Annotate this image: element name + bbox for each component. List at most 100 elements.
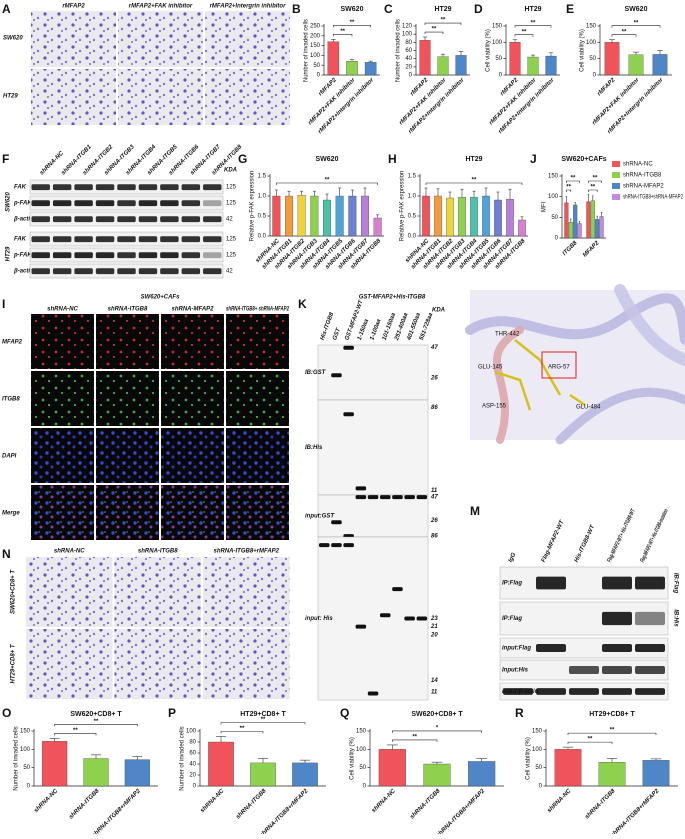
row-label: MFAP2 <box>2 340 23 346</box>
bar <box>208 741 234 787</box>
y-tick-label: 100 <box>186 729 197 735</box>
panel-title: SW620+CAFs <box>141 295 181 301</box>
bar <box>310 195 319 237</box>
blot-band <box>331 543 342 548</box>
bar <box>568 222 573 239</box>
column-label: rMFAP2 <box>62 4 85 10</box>
blot-band <box>367 495 379 500</box>
y-tick-label: 80 <box>405 40 412 46</box>
bar <box>272 195 281 237</box>
panel-label: O <box>2 706 11 720</box>
row-label: HT29+CD8+ T <box>11 643 17 683</box>
row-label: FAK <box>14 185 27 191</box>
blot-band <box>404 616 415 621</box>
bar <box>348 195 357 237</box>
fluorescence-image <box>96 485 159 540</box>
y-tick-label: 0.5 <box>258 214 267 220</box>
bar <box>599 216 604 239</box>
size-marker: 125 <box>226 185 237 191</box>
x-tick-label: shRNA-ITGB8+rMFAP2 <box>610 788 661 834</box>
significance-bracket <box>425 182 523 185</box>
blot-background <box>317 399 429 496</box>
unit-label: KDA <box>432 308 445 314</box>
row-label: SW620+CD8+ T <box>11 569 17 614</box>
y-tick-label: 100 <box>586 40 597 46</box>
bar <box>250 762 276 787</box>
y-tick-label: 1.0 <box>408 194 417 200</box>
blot-band <box>95 184 115 191</box>
size-marker: 11 <box>431 488 438 494</box>
chart-title: SW620 <box>316 156 339 163</box>
blot-band <box>602 666 632 674</box>
row-label: HT29 <box>3 94 18 100</box>
bar <box>554 749 582 787</box>
blot-band <box>52 216 72 223</box>
blot-band <box>138 236 158 243</box>
row-label: DAPI <box>2 454 17 460</box>
blot-band <box>31 216 50 223</box>
blot-band <box>635 644 665 652</box>
y-tick-label: 150 <box>586 24 597 30</box>
size-marker: 23 <box>430 616 438 622</box>
bar <box>595 219 600 239</box>
y-tick-label: 1.5 <box>408 174 417 180</box>
bar <box>419 40 431 76</box>
significance-bracket <box>611 25 661 28</box>
microscopy-image <box>31 11 116 67</box>
significance-label: ** <box>593 176 598 182</box>
column-label: GST <box>332 326 342 341</box>
residue-label: GLU-145 <box>478 365 503 371</box>
bar <box>573 204 578 239</box>
y-tick-label: 150 <box>532 729 543 735</box>
significance-label: ** <box>588 737 593 743</box>
size-marker: 125 <box>226 237 237 243</box>
panel-label: K <box>298 297 307 311</box>
y-tick-label: 40 <box>189 762 196 768</box>
panel-label: R <box>515 706 524 720</box>
bar <box>468 761 496 787</box>
panel-label: P <box>168 706 176 720</box>
column-label: 1-150aa <box>357 318 370 341</box>
blot-band <box>635 666 665 674</box>
microscopy-image <box>118 69 203 125</box>
significance-bracket <box>611 34 637 37</box>
blot-background <box>317 494 429 538</box>
x-tick-label: shRNA-ITGB8+rMFAP2 <box>259 788 310 834</box>
blot-band <box>31 200 50 207</box>
size-marker: 86 <box>431 405 438 411</box>
chart-title: SW620+CD8+ T <box>411 711 463 718</box>
blot-band <box>203 184 222 191</box>
microscopy-image <box>114 557 201 627</box>
microscopy-image <box>205 11 290 67</box>
y-axis-label: MFI <box>542 202 548 213</box>
blot-band <box>635 576 665 590</box>
significance-label: ** <box>610 728 615 734</box>
blot-band <box>74 268 93 275</box>
bar <box>446 197 454 237</box>
significance-bracket <box>220 731 264 734</box>
bar <box>545 55 557 76</box>
significance-label: ** <box>472 178 477 184</box>
legend-label: shRNA-ITGB8+shRNA-MFAP2 <box>623 195 683 201</box>
bar <box>509 42 521 76</box>
y-tick-label: 80 <box>189 740 196 746</box>
significance-label: ** <box>531 20 536 26</box>
blot-band <box>416 495 428 500</box>
significance-bracket <box>54 724 138 727</box>
bar <box>586 201 591 239</box>
significance-label: ** <box>350 20 355 26</box>
y-axis-label: Cell viability (%) <box>580 29 586 72</box>
blot-band <box>31 252 50 259</box>
y-tick-label: 0 <box>363 784 367 790</box>
column-label: Flag-MFAP2-WT <box>541 518 566 563</box>
bar <box>327 41 340 76</box>
significance-bracket <box>588 189 598 192</box>
y-tick-label: 0 <box>193 784 197 790</box>
row-label: p-FAK <box>13 253 32 259</box>
y-tick-label: 150 <box>548 174 559 180</box>
blot-band <box>117 236 136 243</box>
significance-label: ** <box>566 185 571 191</box>
blot-band <box>138 200 158 207</box>
panel-label: J <box>530 152 537 166</box>
